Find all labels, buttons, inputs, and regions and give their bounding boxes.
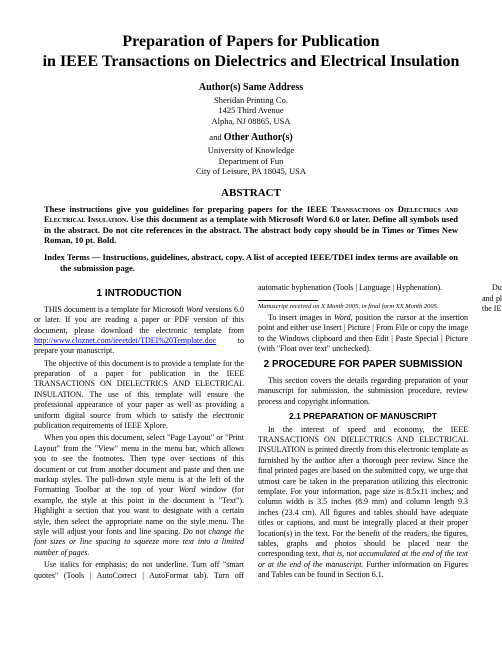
p5a: To insert images in xyxy=(268,313,334,322)
section-2-heading: 2 PROCEDURE FOR PAPER SUBMISSION xyxy=(258,359,468,372)
footnote-rule xyxy=(258,300,318,301)
abstract-body: These instructions give you guidelines f… xyxy=(44,204,458,247)
title-line-2: in IEEE Transactions on Dielectrics and … xyxy=(43,53,460,70)
author1-affil-3: Alpha, NJ 08865, USA xyxy=(34,116,468,127)
footnote: Manuscript received on X Month 2005, in … xyxy=(258,303,468,311)
p3-word: Word xyxy=(179,485,196,494)
p5-word: Word xyxy=(334,313,351,322)
author1-heading: Author(s) Same Address xyxy=(34,82,468,95)
p1-word: Word xyxy=(186,305,203,314)
section-1-para-1: THIS document is a template for Microsof… xyxy=(34,305,244,357)
author2-affil-2: Department of Fun xyxy=(34,156,468,167)
section-1-para-3: When you open this document, select "Pag… xyxy=(34,433,244,558)
author2-affil-3: City of Leisure, PA 18045, USA xyxy=(34,166,468,177)
and-text: and xyxy=(209,132,221,142)
index-terms-label: Index Terms — xyxy=(44,252,100,262)
p1a: THIS document is a template for Microsof… xyxy=(44,305,186,314)
section-2-1-heading: 2.1 PREPARATION OF MANUSCRIPT xyxy=(258,411,468,422)
author1-affil-2: 1425 Third Avenue xyxy=(34,105,468,116)
authors-block: Author(s) Same Address Sheridan Printing… xyxy=(34,82,468,177)
author2-heading: Other Author(s) xyxy=(224,132,293,143)
title-line-1: Preparation of Papers for Publication xyxy=(122,33,379,50)
author1-affil-1: Sheridan Printing Co. xyxy=(34,95,468,106)
and-line: and Other Author(s) xyxy=(34,132,468,145)
abstract-heading: ABSTRACT xyxy=(34,187,468,201)
section-1-heading: 1 INTRODUCTION xyxy=(34,288,244,301)
abstract-pre: These instructions give you guidelines f… xyxy=(44,204,331,214)
section-2-1-para-2: Due care should be exercised to avoid th… xyxy=(482,283,502,314)
template-link[interactable]: http://www.cloznet.com/ieeetdei/TDEI%20T… xyxy=(34,336,216,345)
section-1-para-2: The objective of this document is to pro… xyxy=(34,359,244,432)
index-terms-body: Instructions, guidelines, abstract, copy… xyxy=(60,252,458,273)
section-2-1-para-1: In the interest of speed and economy, th… xyxy=(258,425,468,581)
body-columns: 1 INTRODUCTION THIS document is a templa… xyxy=(34,283,468,588)
section-1-para-5: To insert images in Word, position the c… xyxy=(258,313,468,355)
s21p1a: In the interest of speed and economy, th… xyxy=(258,425,468,559)
section-2-para-1: This section covers the details regardin… xyxy=(258,376,468,407)
author2-affil-1: University of Knowledge xyxy=(34,145,468,156)
index-terms: Index Terms — Instructions, guidelines, … xyxy=(60,252,458,273)
paper-title: Preparation of Papers for Publication in… xyxy=(34,32,468,72)
